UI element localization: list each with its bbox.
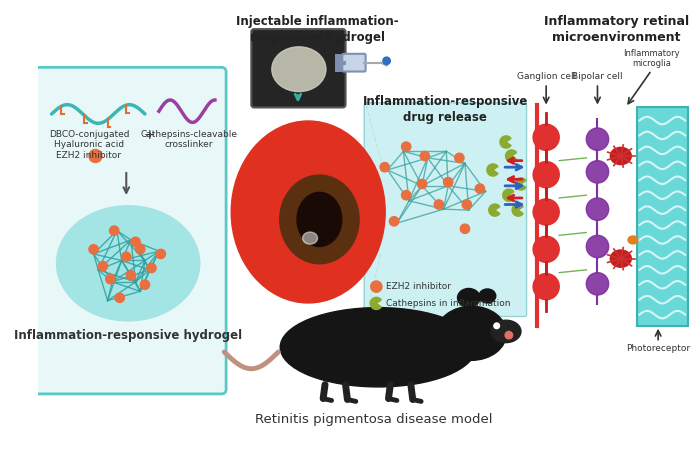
Wedge shape [370,297,382,309]
Circle shape [402,142,411,152]
Circle shape [505,331,512,339]
Circle shape [587,272,609,295]
Circle shape [420,152,430,161]
Circle shape [533,199,559,225]
Circle shape [494,323,500,329]
Ellipse shape [610,147,632,166]
Text: Bipolar cell: Bipolar cell [572,72,623,81]
Text: Photoreceptor: Photoreceptor [626,345,690,354]
Circle shape [417,179,427,189]
Circle shape [533,236,559,262]
Ellipse shape [280,308,476,387]
Circle shape [131,237,140,247]
Text: Inflammation-responsive
drug release: Inflammation-responsive drug release [363,95,528,124]
Ellipse shape [479,289,496,303]
Ellipse shape [59,208,197,318]
Ellipse shape [56,205,200,322]
Circle shape [402,190,411,200]
Wedge shape [512,204,523,216]
Circle shape [126,271,136,280]
Ellipse shape [627,235,638,244]
Circle shape [147,263,156,272]
Circle shape [98,262,108,271]
Circle shape [475,184,484,193]
Circle shape [533,274,559,299]
Circle shape [89,149,102,162]
Text: EZH2 inhibitor: EZH2 inhibitor [56,152,121,161]
Circle shape [461,224,470,234]
Circle shape [587,198,609,221]
Ellipse shape [437,306,507,360]
Circle shape [89,244,98,254]
Text: DBCO-conjugated
Hyaluronic acid: DBCO-conjugated Hyaluronic acid [49,130,130,149]
Circle shape [434,200,444,209]
Circle shape [389,216,399,226]
Circle shape [587,235,609,258]
Circle shape [156,249,165,258]
Ellipse shape [458,289,480,307]
FancyBboxPatch shape [35,67,226,394]
Wedge shape [500,136,511,148]
Wedge shape [505,150,517,162]
Circle shape [587,161,609,183]
Circle shape [380,162,389,172]
FancyBboxPatch shape [342,54,365,72]
Ellipse shape [297,193,342,247]
Ellipse shape [280,175,359,264]
Circle shape [122,252,131,262]
Text: Cathepsins-cleavable
crosslinker: Cathepsins-cleavable crosslinker [140,130,237,149]
FancyBboxPatch shape [364,103,526,317]
Circle shape [383,57,391,64]
Wedge shape [489,204,500,216]
Text: Cathepsins in inflammation: Cathepsins in inflammation [386,299,510,308]
Text: Retinitis pigmentosa disease model: Retinitis pigmentosa disease model [255,413,492,426]
Circle shape [109,226,119,235]
Text: Inflammatory retinal
microenvironment: Inflammatory retinal microenvironment [544,15,689,44]
Circle shape [444,177,453,187]
Wedge shape [503,189,514,201]
Circle shape [587,128,609,150]
Text: EZH2 inhibitor: EZH2 inhibitor [386,282,451,291]
Bar [637,106,688,326]
Circle shape [533,161,559,188]
Ellipse shape [231,121,385,303]
Circle shape [371,281,382,292]
Text: +: + [144,128,155,142]
Ellipse shape [302,232,318,244]
Circle shape [533,124,559,150]
Ellipse shape [272,47,326,92]
Wedge shape [487,164,498,176]
Circle shape [455,153,464,162]
Text: Inflammation-responsive hydrogel: Inflammation-responsive hydrogel [14,329,242,341]
Text: Inflammatory
microglia: Inflammatory microglia [623,49,680,68]
Circle shape [106,275,115,284]
Circle shape [115,293,125,303]
Ellipse shape [610,249,632,268]
FancyBboxPatch shape [251,29,346,107]
Wedge shape [515,178,526,190]
Text: Injectable inflammation-
responsive hydrogel: Injectable inflammation- responsive hydr… [236,15,399,44]
Circle shape [140,280,150,290]
Circle shape [462,200,472,209]
Text: Ganglion cell: Ganglion cell [517,72,576,81]
Ellipse shape [491,320,521,343]
Circle shape [136,244,145,254]
